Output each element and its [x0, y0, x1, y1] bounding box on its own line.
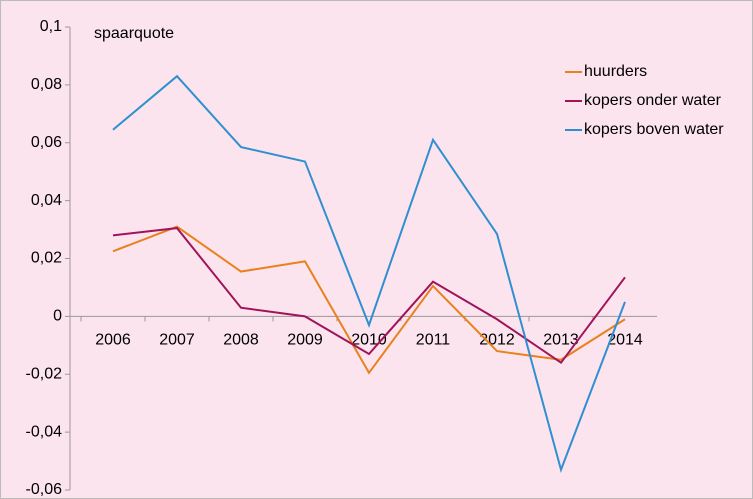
- legend-label: huurders: [584, 63, 647, 80]
- x-tick-label: 2009: [287, 332, 323, 349]
- x-tick-label: 2013: [543, 332, 579, 349]
- y-tick-label: -0,06: [26, 481, 63, 498]
- y-axis-label: spaarquote: [94, 25, 174, 42]
- y-tick-label: 0,1: [40, 18, 62, 35]
- y-tick-label: 0,06: [31, 134, 62, 151]
- y-tick-label: 0,04: [31, 192, 62, 209]
- legend-label: kopers onder water: [584, 92, 722, 109]
- legend-label: kopers boven water: [584, 121, 724, 138]
- line-series: [112, 227, 626, 365]
- line-series: [112, 74, 626, 473]
- y-tick-label: 0,08: [31, 76, 62, 93]
- x-tick-label: 2012: [479, 332, 515, 349]
- y-tick-label: -0,04: [26, 423, 63, 440]
- x-tick-label: 2008: [223, 332, 259, 349]
- line-series: [112, 225, 626, 375]
- x-tick-label: 2014: [607, 332, 643, 349]
- y-tick-label: 0,02: [31, 250, 62, 267]
- x-tick-label: 2007: [159, 332, 195, 349]
- y-tick-label: 0: [53, 308, 62, 325]
- x-tick-label: 2006: [95, 332, 131, 349]
- x-tick-label: 2011: [416, 332, 451, 349]
- y-tick-label: -0,02: [26, 365, 63, 382]
